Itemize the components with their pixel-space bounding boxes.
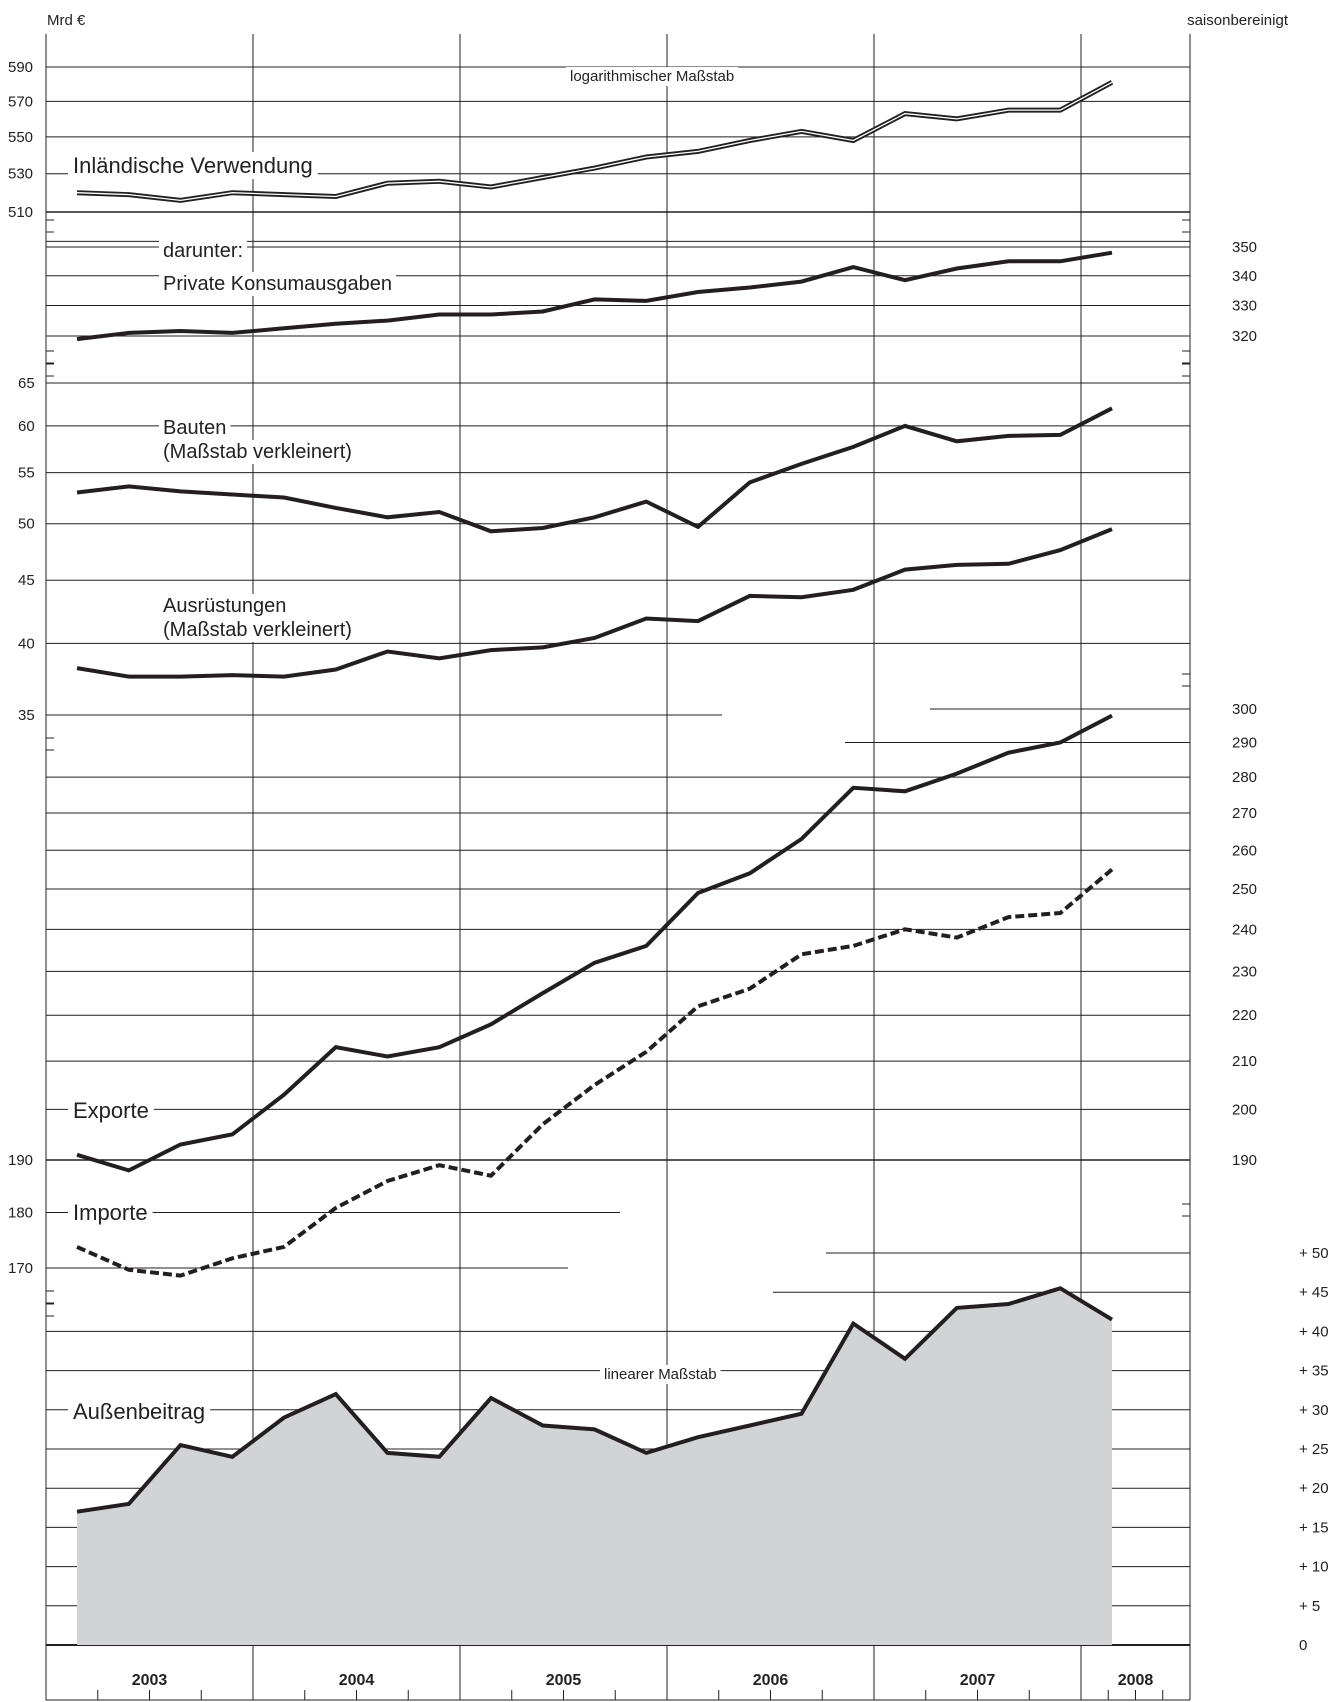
panel-break-mark [1182, 350, 1190, 364]
tick-invest: 50 [18, 516, 35, 533]
label-exporte-backing [68, 1097, 154, 1124]
year-label-2006: 2006 [753, 1672, 789, 1689]
tick-invest: 35 [18, 707, 35, 724]
panel-break-mark [46, 1290, 54, 1304]
lin-scale-note: linearer Maßstab [604, 1366, 717, 1383]
year-label-2004: 2004 [339, 1672, 375, 1689]
tick-aussen: + 45 [1299, 1284, 1329, 1301]
label-darunter: darunter: [163, 240, 243, 262]
panel-break-mark [46, 737, 54, 751]
tick-konsum: 350 [1232, 239, 1257, 256]
tick-inland: 590 [8, 59, 33, 76]
tick-aussen: + 15 [1299, 1519, 1329, 1536]
series-area-aussenbeitrag [77, 1288, 1112, 1645]
tick-konsum: 330 [1232, 297, 1257, 314]
tick-trade-left: 180 [8, 1204, 33, 1221]
series-layer [76, 80, 1114, 1514]
panel-break-mark [46, 1303, 54, 1317]
tick-aussen: + 35 [1299, 1363, 1329, 1380]
panel-break-mark [46, 350, 54, 364]
series-line-inlaendische-verwendung [76, 80, 1114, 203]
log-scale-note: logarithmischer Maßstab [570, 68, 734, 85]
tick-trade-right: 230 [1232, 963, 1257, 980]
label-layer: Mrd € saisonbereinigt 2003 2004 2005 2006 2007… [47, 12, 1289, 1689]
tick-trade-left: 190 [8, 1152, 33, 1169]
tick-aussen: + 10 [1299, 1559, 1329, 1576]
label-exporte: Exporte [73, 1098, 149, 1123]
tick-invest: 45 [18, 572, 35, 589]
label-ausruestungen-scale: (Maßstab verkleinert) [163, 619, 352, 641]
seasonal-note: saisonbereinigt [1187, 12, 1289, 29]
tick-trade-right: 260 [1232, 842, 1257, 859]
tick-trade-right: 200 [1232, 1101, 1257, 1118]
label-bauten-scale: (Maßstab verkleinert) [163, 441, 352, 463]
label-ausruestungen-backing [159, 594, 291, 618]
unit-label: Mrd € [47, 12, 86, 29]
label-importe: Importe [73, 1200, 148, 1225]
label-private-konsumausgaben: Private Konsumausgaben [163, 273, 392, 295]
panel-break-mark [1182, 363, 1190, 377]
tick-konsum: 340 [1232, 268, 1257, 285]
series-line-ausruestungen [76, 527, 1113, 679]
lin-scale-note-backing [600, 1365, 721, 1384]
label-importe-backing [68, 1199, 153, 1226]
label-bauten-scale-backing [159, 440, 356, 464]
tick-aussen: 0 [1299, 1637, 1307, 1654]
tick-trade-right: 250 [1232, 881, 1257, 898]
label-ausruestungen-scale-backing [159, 618, 356, 642]
tick-invest: 60 [18, 418, 35, 435]
tick-trade-left: 170 [8, 1260, 33, 1277]
tick-trade-right: 270 [1232, 805, 1257, 822]
label-private-konsumausgaben-backing [159, 272, 397, 296]
label-aussenbeitrag-backing [68, 1398, 211, 1425]
series-line-importe [76, 867, 1114, 1278]
tick-invest: 55 [18, 465, 35, 482]
tick-trade-right: 300 [1232, 701, 1257, 718]
tick-inland: 570 [8, 93, 33, 110]
label-darunter-backing [159, 239, 248, 263]
panel-break-mark [46, 363, 54, 377]
tick-aussen: + 25 [1299, 1441, 1329, 1458]
log-scale-note-backing [566, 67, 739, 86]
year-label-2008: 2008 [1118, 1672, 1154, 1689]
tick-invest: 65 [18, 375, 35, 392]
label-ausruestungen: Ausrüstungen [163, 595, 286, 617]
series-line-aussenbeitrag [76, 1286, 1114, 1514]
label-inlaendische-verwendung: Inländische Verwendung [73, 153, 313, 178]
tick-trade-right: 290 [1232, 734, 1257, 751]
tick-inland: 530 [8, 166, 33, 183]
panel-break-mark [1182, 1203, 1190, 1217]
panel-break-mark [46, 219, 54, 233]
tick-inland: 510 [8, 204, 33, 221]
tick-aussen: + 50 [1299, 1245, 1329, 1262]
label-inlaendische-verwendung-backing [68, 152, 318, 179]
tick-aussen: + 40 [1299, 1323, 1329, 1340]
tick-trade-right: 220 [1232, 1007, 1257, 1024]
tick-trade-right: 280 [1232, 769, 1257, 786]
tick-invest: 40 [18, 635, 35, 652]
label-aussenbeitrag: Außenbeitrag [73, 1399, 205, 1424]
year-label-2003: 2003 [132, 1672, 168, 1689]
year-label-2007: 2007 [960, 1672, 996, 1689]
tick-layer: 510 530 550 570 590 320 330 340 350 35 40 45 50 55 60 6… [8, 59, 1329, 1654]
series-line-bauten [76, 406, 1113, 534]
tick-aussen: + 20 [1299, 1480, 1329, 1497]
tick-trade-right: 210 [1232, 1053, 1257, 1070]
series-line-private-konsumausgaben [76, 250, 1113, 342]
tick-inland: 550 [8, 129, 33, 146]
panel-break-mark [1182, 673, 1190, 687]
tick-konsum: 320 [1232, 328, 1257, 345]
area-layer [77, 1288, 1112, 1645]
tick-trade-right: 240 [1232, 921, 1257, 938]
tick-aussen: + 5 [1299, 1598, 1320, 1615]
tick-trade-right: 190 [1232, 1152, 1257, 1169]
label-bauten-backing [159, 416, 231, 440]
series-line-inlaendische-verwendung-inner [76, 81, 1113, 202]
panel-break-mark [1182, 219, 1190, 233]
year-label-2005: 2005 [546, 1672, 582, 1689]
label-bauten: Bauten [163, 417, 226, 439]
tick-aussen: + 30 [1299, 1402, 1329, 1419]
series-line-exporte [76, 713, 1113, 1173]
